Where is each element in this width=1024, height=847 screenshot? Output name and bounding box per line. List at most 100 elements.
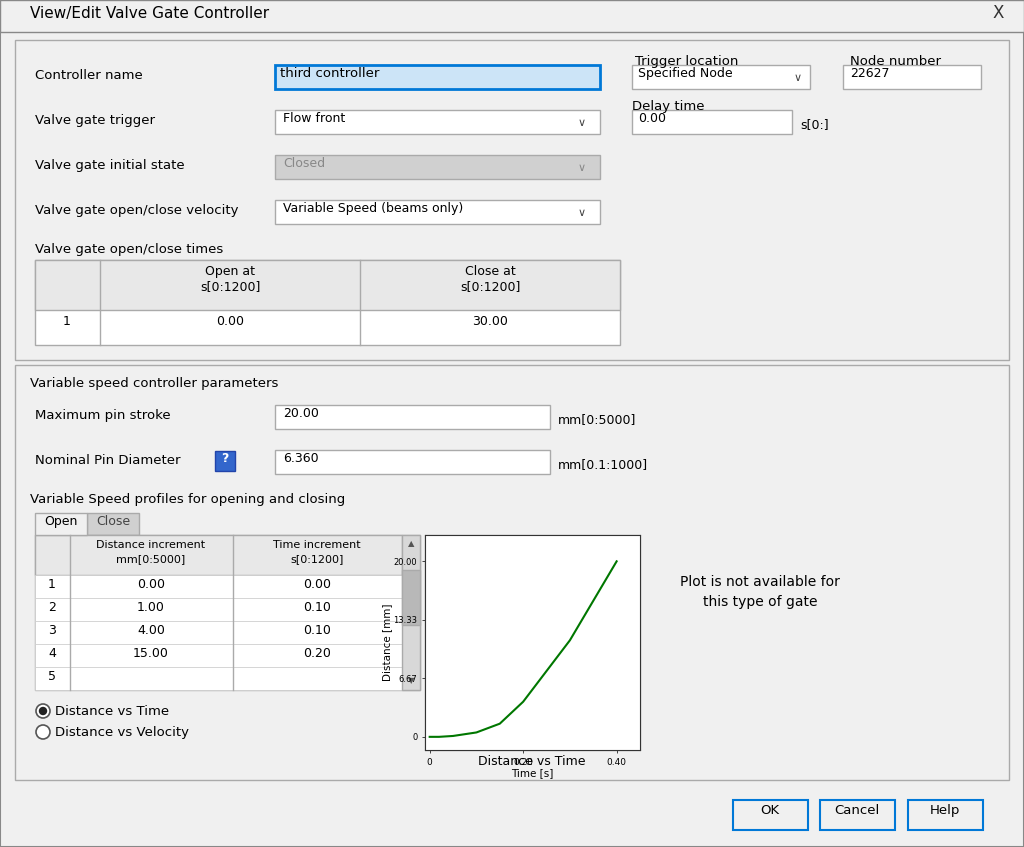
Bar — [275, 200, 600, 224]
Bar — [35, 260, 620, 310]
Bar — [632, 110, 792, 134]
Text: 5: 5 — [48, 670, 56, 683]
Text: s[0:]: s[0:] — [800, 118, 828, 131]
Text: Plot is not available for: Plot is not available for — [680, 575, 840, 589]
Bar — [843, 65, 981, 89]
Text: mm[0:5000]: mm[0:5000] — [558, 413, 636, 426]
Bar — [35, 644, 402, 667]
Text: ∨: ∨ — [578, 118, 586, 128]
Bar — [215, 451, 234, 471]
Text: Cancel: Cancel — [835, 804, 880, 817]
Text: View/Edit Valve Gate Controller: View/Edit Valve Gate Controller — [30, 6, 269, 21]
Text: Valve gate trigger: Valve gate trigger — [35, 114, 155, 127]
Bar — [275, 450, 550, 474]
Bar — [35, 260, 620, 345]
Text: 0.00: 0.00 — [303, 578, 331, 591]
Text: s[0:1200]: s[0:1200] — [291, 554, 344, 564]
Text: Nominal Pin Diameter: Nominal Pin Diameter — [35, 454, 180, 467]
Text: mm[0.1:1000]: mm[0.1:1000] — [558, 458, 648, 471]
Bar — [402, 570, 420, 625]
Text: 1: 1 — [48, 578, 56, 591]
Text: Variable Speed profiles for opening and closing: Variable Speed profiles for opening and … — [30, 493, 345, 506]
Text: 0.20: 0.20 — [303, 647, 331, 660]
Text: Variable Speed (beams only): Variable Speed (beams only) — [283, 202, 463, 215]
Text: Variable speed controller parameters: Variable speed controller parameters — [30, 377, 279, 390]
Bar — [632, 65, 810, 89]
Text: ∨: ∨ — [578, 163, 586, 173]
Text: Valve gate open/close velocity: Valve gate open/close velocity — [35, 204, 239, 217]
Bar — [908, 800, 983, 830]
Text: 0.10: 0.10 — [303, 624, 331, 637]
Bar — [820, 800, 895, 830]
Bar — [275, 405, 550, 429]
Text: OK: OK — [761, 804, 779, 817]
Text: Controller name: Controller name — [35, 69, 142, 82]
Text: s[0:1200]: s[0:1200] — [200, 280, 260, 293]
Text: 4.00: 4.00 — [137, 624, 165, 637]
Text: Maximum pin stroke: Maximum pin stroke — [35, 409, 171, 422]
Bar — [425, 535, 640, 750]
Text: Valve gate open/close times: Valve gate open/close times — [35, 243, 223, 256]
Text: Node number: Node number — [850, 55, 941, 68]
Text: 4: 4 — [48, 647, 56, 660]
Bar — [402, 535, 420, 690]
Bar — [35, 621, 402, 644]
Text: 20.00: 20.00 — [283, 407, 318, 420]
Text: Open at: Open at — [205, 265, 255, 278]
Bar — [87, 513, 139, 535]
Bar — [35, 598, 402, 621]
Text: 0.00: 0.00 — [638, 112, 666, 125]
Text: 0.10: 0.10 — [303, 601, 331, 614]
Text: this type of gate: this type of gate — [702, 595, 817, 609]
Circle shape — [36, 704, 50, 718]
Text: Close: Close — [96, 515, 130, 528]
Text: 22627: 22627 — [850, 67, 890, 80]
Text: ?: ? — [221, 452, 228, 465]
Text: Distance vs Time: Distance vs Time — [478, 755, 586, 768]
Text: ▼: ▼ — [408, 676, 415, 685]
Text: 0.00: 0.00 — [216, 315, 244, 328]
Text: 0.00: 0.00 — [137, 578, 165, 591]
Bar — [35, 535, 402, 575]
Text: ▲: ▲ — [408, 539, 415, 548]
Text: Delay time: Delay time — [632, 100, 705, 113]
Text: Close at: Close at — [465, 265, 515, 278]
Text: ∨: ∨ — [794, 73, 802, 83]
Text: Open: Open — [44, 515, 78, 528]
Text: Specified Node: Specified Node — [638, 67, 732, 80]
Bar — [35, 535, 420, 690]
Bar — [35, 513, 87, 535]
Text: 1: 1 — [63, 315, 71, 328]
Text: 30.00: 30.00 — [472, 315, 508, 328]
Text: 2: 2 — [48, 601, 56, 614]
Bar — [0, 0, 1024, 32]
Bar — [15, 365, 1009, 780]
Text: Distance increment: Distance increment — [96, 540, 206, 550]
Bar — [35, 667, 402, 690]
Bar — [35, 575, 402, 598]
Text: ∨: ∨ — [578, 208, 586, 218]
Text: s[0:1200]: s[0:1200] — [460, 280, 520, 293]
Text: Closed: Closed — [283, 157, 326, 170]
Text: Help: Help — [930, 804, 961, 817]
Text: mm[0:5000]: mm[0:5000] — [117, 554, 185, 564]
Bar — [275, 155, 600, 179]
Text: X: X — [992, 4, 1004, 22]
Bar — [733, 800, 808, 830]
Text: Valve gate initial state: Valve gate initial state — [35, 159, 184, 172]
Bar — [275, 110, 600, 134]
Circle shape — [40, 707, 46, 715]
Circle shape — [36, 725, 50, 739]
Text: Flow front: Flow front — [283, 112, 345, 125]
Bar — [15, 40, 1009, 360]
Text: Trigger location: Trigger location — [635, 55, 738, 68]
Text: Distance vs Time: Distance vs Time — [55, 705, 169, 718]
Text: Time increment: Time increment — [273, 540, 360, 550]
Text: 3: 3 — [48, 624, 56, 637]
Text: third controller: third controller — [280, 67, 379, 80]
Text: 1.00: 1.00 — [137, 601, 165, 614]
Text: 15.00: 15.00 — [133, 647, 169, 660]
Text: 6.360: 6.360 — [283, 452, 318, 465]
Bar — [275, 65, 600, 89]
Text: Distance vs Velocity: Distance vs Velocity — [55, 726, 189, 739]
